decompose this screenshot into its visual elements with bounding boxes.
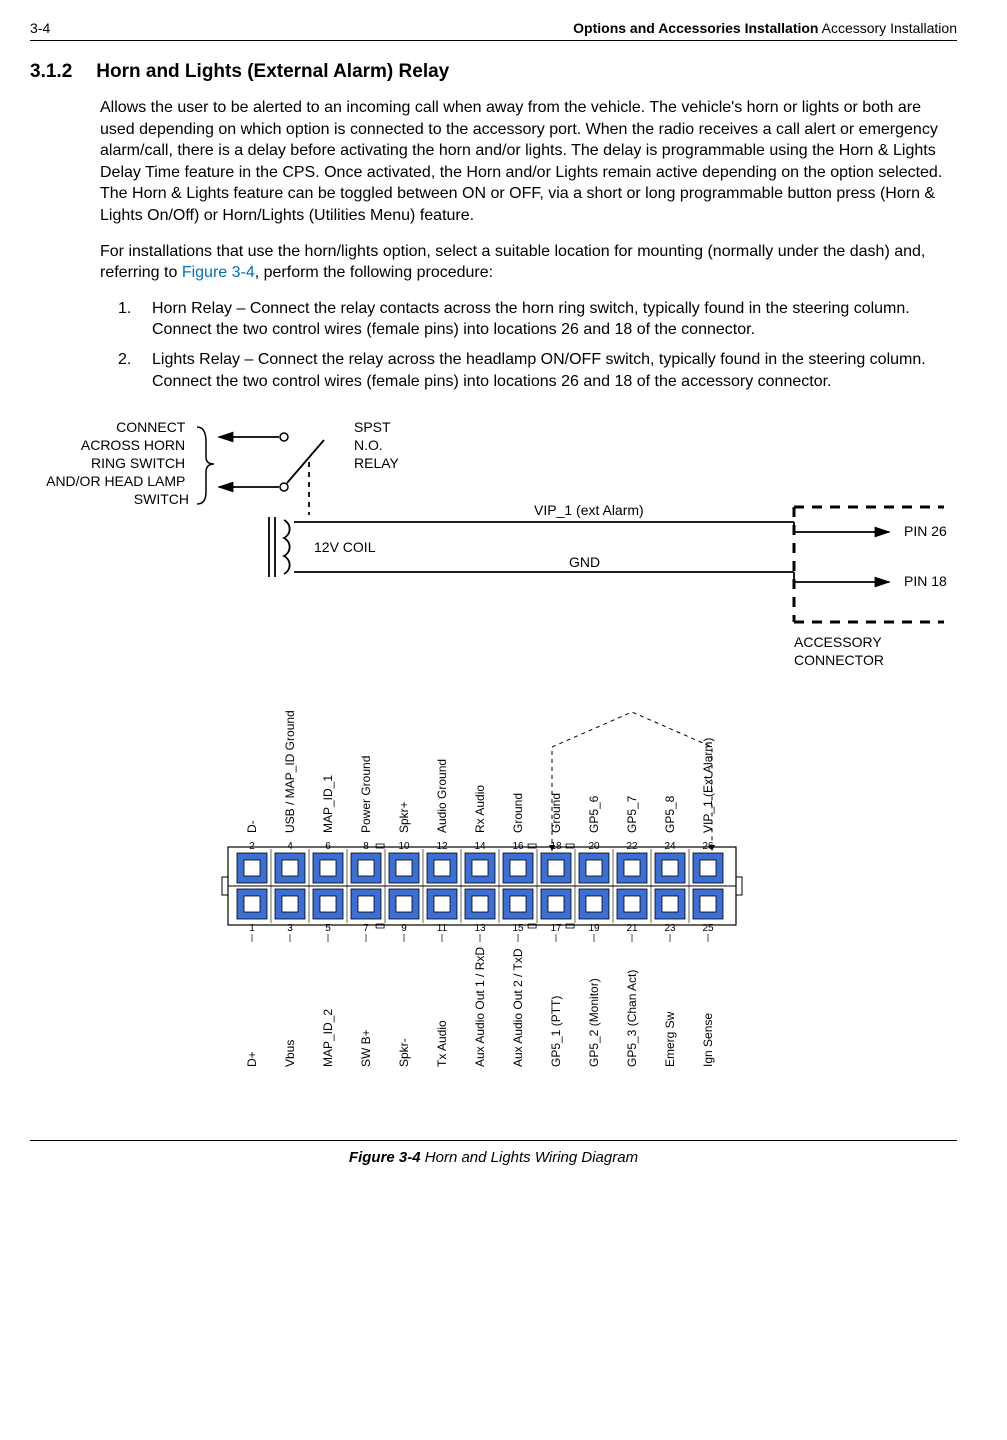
pin-label-top: MAP_ID_1 (321, 775, 335, 833)
svg-text:16: 16 (512, 841, 524, 852)
pin-label-bottom: Tx Audio (435, 1020, 449, 1067)
vip-label: VIP_1 (ext Alarm) (534, 502, 644, 518)
svg-text:9: 9 (401, 923, 407, 934)
pin26-label: PIN 26 (904, 523, 947, 539)
pin-label-bottom: Vbus (283, 1040, 297, 1067)
svg-text:1: 1 (249, 923, 255, 934)
svg-text:10: 10 (398, 841, 410, 852)
connect-label: CONNECT ACROSS HORN RING SWITCH AND/OR H… (46, 419, 189, 507)
page-number: 3-4 (30, 20, 50, 36)
svg-text:20: 20 (588, 841, 600, 852)
svg-text:23: 23 (664, 923, 676, 934)
pin-label-top: D- (245, 820, 259, 833)
pin-label-bottom: GP5_3 (Chan Act) (625, 970, 639, 1067)
list-item: 2. Lights Relay – Connect the relay acro… (100, 349, 957, 392)
pin-label-top: USB / MAP_ID Ground (283, 710, 297, 833)
svg-text:18: 18 (550, 841, 562, 852)
section-heading: 3.1.2 Horn and Lights (External Alarm) R… (30, 61, 957, 83)
svg-text:25: 25 (702, 923, 714, 934)
pin-label-bottom: Emerg Sw (663, 1011, 677, 1067)
section-number: 3.1.2 (30, 61, 72, 83)
pin-label-top: GP5_6 (587, 795, 601, 833)
svg-text:5: 5 (325, 923, 331, 934)
accessory-connector-label: ACCESSORY CONNECTOR (794, 634, 885, 668)
chapter-title: Options and Accessories Installation Acc… (573, 20, 957, 36)
svg-text:22: 22 (626, 841, 638, 852)
paragraph-1: Allows the user to be alerted to an inco… (100, 97, 957, 227)
svg-text:3: 3 (287, 923, 293, 934)
figure-link[interactable]: Figure 3-4 (182, 264, 255, 281)
svg-text:17: 17 (550, 923, 562, 934)
wiring-diagram: CONNECT ACROSS HORN RING SWITCH AND/OR H… (30, 412, 957, 1132)
figure-caption: Figure 3-4 Horn and Lights Wiring Diagra… (30, 1140, 957, 1166)
pin-label-bottom: GP5_1 (PTT) (549, 996, 563, 1067)
svg-text:21: 21 (626, 923, 638, 934)
gnd-label: GND (569, 554, 600, 570)
pin-label-top: VIP_1 (Ext Alarm) (701, 738, 715, 833)
pin18-label: PIN 18 (904, 573, 947, 589)
pin-label-top: Power Ground (359, 756, 373, 833)
svg-text:19: 19 (588, 923, 600, 934)
svg-text:4: 4 (287, 841, 293, 852)
procedure-list: 1. Horn Relay – Connect the relay contac… (100, 298, 957, 392)
coil-label: 12V COIL (314, 539, 376, 555)
pin-label-bottom: MAP_ID_2 (321, 1009, 335, 1067)
pin-label-top: Rx Audio (473, 785, 487, 833)
spst-label: SPST N.O. RELAY (354, 419, 400, 471)
pin-label-bottom: SW B+ (359, 1029, 373, 1067)
pin-label-bottom: Ign Sense (701, 1013, 715, 1067)
pin-label-bottom: GP5_2 (Monitor) (587, 978, 601, 1067)
paragraph-2: For installations that use the horn/ligh… (100, 241, 957, 284)
svg-text:2: 2 (249, 841, 255, 852)
pin-label-bottom: Spkr- (397, 1038, 411, 1067)
svg-text:15: 15 (512, 923, 524, 934)
pin-label-bottom: D+ (245, 1051, 259, 1067)
pin-label-bottom: Aux Audio Out 2 / TxD (511, 948, 525, 1067)
pin-label-top: Spkr+ (397, 801, 411, 833)
svg-text:7: 7 (363, 923, 369, 934)
pin-label-top: Ground (511, 793, 525, 833)
diagram-svg: CONNECT ACROSS HORN RING SWITCH AND/OR H… (34, 412, 954, 1132)
pin-label-top: GP5_7 (625, 795, 639, 833)
svg-text:11: 11 (436, 923, 447, 934)
svg-text:14: 14 (474, 841, 486, 852)
svg-text:13: 13 (474, 923, 486, 934)
svg-text:6: 6 (325, 841, 331, 852)
pin-label-bottom: Aux Audio Out 1 / RxD (473, 947, 487, 1067)
section-title: Horn and Lights (External Alarm) Relay (96, 61, 449, 83)
list-item: 1. Horn Relay – Connect the relay contac… (100, 298, 957, 341)
pin-label-top: Ground (549, 793, 563, 833)
pin-label-top: Audio Ground (435, 759, 449, 833)
svg-text:24: 24 (664, 841, 676, 852)
pin-label-top: GP5_8 (663, 795, 677, 833)
svg-text:26: 26 (702, 841, 714, 852)
svg-text:8: 8 (363, 841, 369, 852)
page-header: 3-4 Options and Accessories Installation… (30, 20, 957, 41)
svg-text:12: 12 (436, 841, 448, 852)
